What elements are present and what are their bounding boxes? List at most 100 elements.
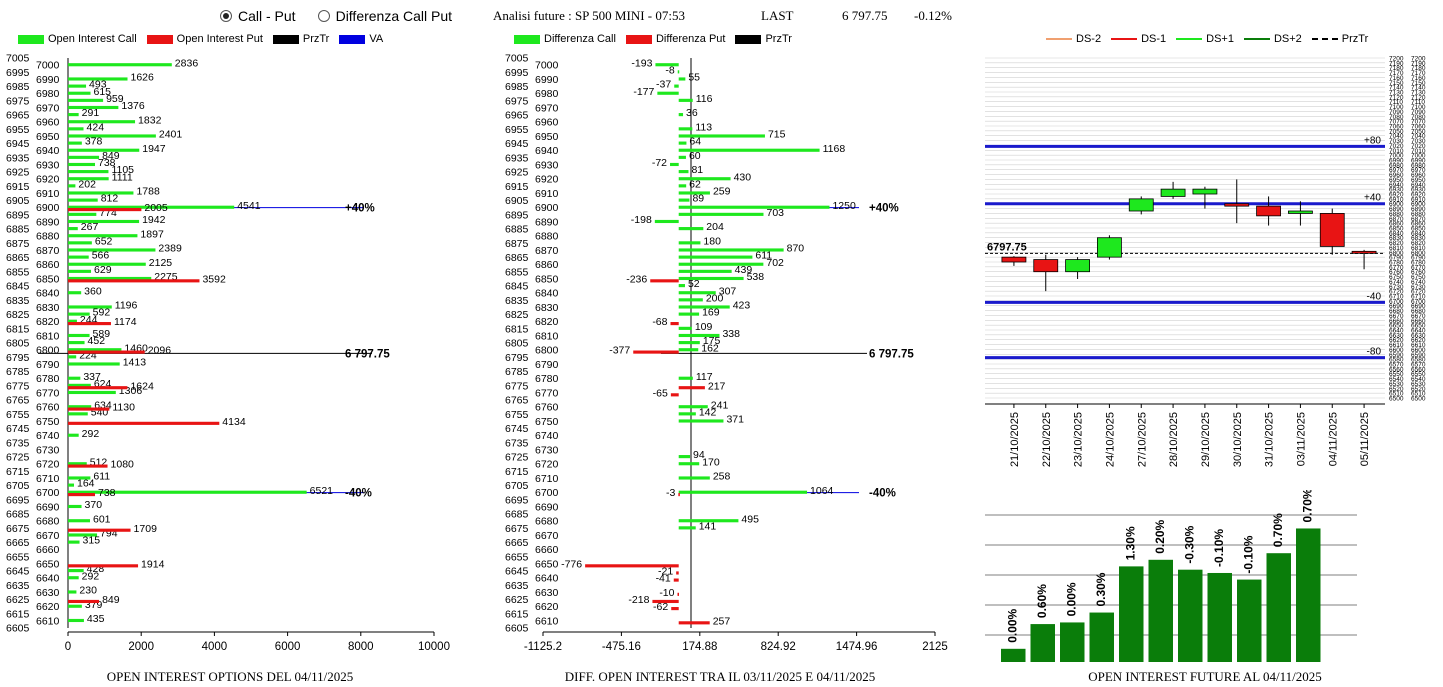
header-title: Analisi future : SP 500 MINI - 07:53: [493, 8, 685, 23]
date-label: 28/10/2025: [1168, 412, 1180, 467]
y-tick-label-2: 6620: [1411, 337, 1426, 344]
put-bar: [585, 564, 679, 568]
legend-swatch: [735, 34, 762, 44]
strike-tick-label: 6715: [6, 466, 30, 478]
bar-data-label: 0.60%: [1035, 584, 1049, 618]
call-bar: [678, 212, 764, 216]
strike-tick-label: 6940: [535, 145, 559, 157]
date-label: 31/10/2025: [1264, 412, 1276, 467]
strike-tick-label: 6835: [6, 295, 30, 307]
call-bar: [678, 376, 693, 380]
bar-value-label: 307: [719, 285, 737, 297]
bar-value-label: -377: [609, 345, 630, 357]
call-bar: [68, 519, 90, 523]
y-tick-label: 6990: [1389, 158, 1404, 165]
call-bar: [657, 91, 679, 95]
bar-value-label: 1942: [142, 214, 166, 226]
strike-tick-label: 6655: [505, 551, 529, 563]
candle-body: [1001, 256, 1027, 263]
call-bar: [68, 255, 89, 259]
y-tick-label-2: 6570: [1411, 362, 1426, 369]
date-label: 03/11/2025: [1295, 412, 1307, 466]
radio-call-put-dot[interactable]: [220, 10, 232, 22]
x-tick-label: 6000: [275, 641, 301, 653]
put-bar: [671, 607, 679, 611]
strike-tick-label: 6935: [505, 152, 529, 164]
panel1-legend: Open Interest Call Open Interest Put Prz…: [18, 33, 383, 45]
strike-tick-label: 6865: [6, 252, 30, 264]
y-tick-label: 6710: [1389, 294, 1404, 301]
legend-label: Differenza Put: [655, 33, 726, 45]
y-tick-label-2: 6780: [1411, 260, 1426, 267]
call-bar: [68, 269, 92, 273]
y-tick-label-2: 6790: [1411, 255, 1426, 262]
call-bar: [678, 519, 739, 523]
level-annotation: 6 797.75: [869, 348, 914, 360]
bar-value-label: 439: [735, 264, 753, 276]
bar-value-label: 611: [93, 471, 110, 483]
call-bar: [678, 248, 784, 252]
bar-value-label: 217: [708, 380, 726, 392]
strike-tick-label: 6805: [6, 338, 30, 350]
y-tick-label-2: 6940: [1411, 182, 1426, 189]
radio-differenza[interactable]: Differenza Call Put: [317, 8, 453, 24]
bar-value-label: 1709: [134, 523, 158, 535]
strike-tick-label: 6955: [6, 124, 30, 136]
strike-tick-label: 6795: [505, 352, 529, 364]
call-bar: [68, 91, 91, 95]
candle-body: [1288, 210, 1313, 214]
y-tick-label-2: 7160: [1411, 75, 1426, 82]
call-bar: [678, 341, 700, 345]
put-bar: [68, 493, 96, 497]
strike-tick-label: 6890: [36, 216, 60, 228]
put-bar: [68, 386, 128, 390]
put-bar: [678, 493, 680, 497]
radio-call-put-label[interactable]: Call - Put: [238, 8, 296, 24]
bar-value-label: 1914: [141, 558, 165, 570]
legend-label: VA: [369, 33, 384, 45]
strike-tick-label: 6935: [6, 152, 30, 164]
candle-body: [1033, 259, 1059, 273]
y-tick-label-2: 7040: [1411, 133, 1426, 140]
bar-value-label: 230: [79, 585, 97, 597]
y-tick-label-2: 6760: [1411, 269, 1426, 276]
legend-ds-2: DS-2: [1046, 33, 1101, 45]
bar-value-label: 592: [93, 307, 111, 319]
y-tick-label-2: 7070: [1411, 119, 1426, 126]
strike-tick-label: 6975: [6, 95, 30, 107]
candle-body: [1319, 213, 1345, 247]
strike-tick-label: 6995: [505, 67, 529, 79]
radio-differenza-dot[interactable]: [317, 10, 330, 22]
bar-data-label: 0.30%: [1094, 572, 1108, 606]
bar-value-label: -218: [628, 594, 649, 606]
put-bar: [68, 421, 220, 425]
candle-body: [1128, 198, 1154, 212]
y-tick-label-2: 6820: [1411, 240, 1426, 247]
bar-data-label: 1.30%: [1124, 526, 1138, 560]
bar-value-label: -193: [631, 57, 652, 69]
band-label: +40: [1364, 193, 1381, 204]
strike-tick-label: 6985: [6, 81, 30, 93]
strike-tick-label: 6815: [6, 323, 30, 335]
strike-tick-label: 6810: [535, 330, 559, 342]
strike-tick-label: 6925: [6, 167, 30, 179]
y-tick-label: 7200: [1389, 56, 1404, 63]
y-tick-label: 6870: [1389, 216, 1404, 223]
y-tick-label-2: 6850: [1411, 226, 1426, 233]
bar-value-label: 870: [787, 243, 805, 255]
radio-differenza-label[interactable]: Differenza Call Put: [335, 8, 453, 24]
y-tick-label-2: 6730: [1411, 284, 1426, 291]
bar-value-label: -62: [653, 601, 668, 613]
strike-tick-label: 6905: [6, 195, 30, 207]
strike-tick-label: 6960: [36, 117, 60, 129]
y-tick-label-2: 6840: [1411, 230, 1426, 237]
bar-value-label: 1168: [823, 143, 846, 155]
strike-tick-label: 6810: [36, 330, 60, 342]
bar-value-label: -21: [658, 566, 673, 578]
strike-tick-label: 6700: [535, 487, 559, 499]
bar-value-label: 371: [726, 414, 744, 426]
strike-tick-label: 6710: [36, 473, 60, 485]
call-bar: [68, 276, 152, 281]
bar-value-label: 849: [102, 594, 120, 606]
radio-call-put[interactable]: Call - Put: [220, 8, 296, 24]
